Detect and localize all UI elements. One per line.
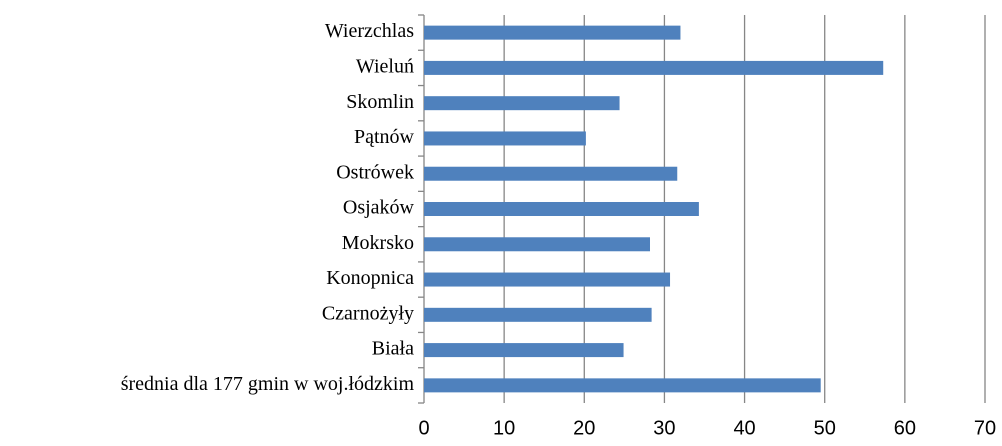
- y-tick-label: Wierzchlas: [325, 20, 414, 42]
- bar: [424, 307, 652, 322]
- bar: [424, 60, 884, 75]
- x-tick-label: 40: [733, 417, 755, 439]
- y-tick-label: Konopnica: [326, 267, 414, 289]
- bar: [424, 237, 651, 252]
- y-tick-label: Biała: [372, 338, 414, 360]
- y-tick-label: średnia dla 177 gmin w woj.łódzkim: [121, 373, 415, 395]
- y-tick-label: Skomlin: [346, 91, 414, 113]
- x-tick-label: 20: [573, 417, 595, 439]
- bar: [424, 25, 681, 40]
- x-tick-label: 30: [653, 417, 675, 439]
- bar: [424, 96, 620, 111]
- bar: [424, 378, 821, 393]
- bar: [424, 343, 624, 358]
- y-tick-label: Mokrsko: [342, 232, 414, 254]
- x-tick-label: 0: [418, 417, 429, 439]
- y-tick-label: Pątnów: [354, 126, 415, 148]
- y-tick-label: Wieluń: [356, 56, 414, 78]
- x-tick-label: 50: [814, 417, 836, 439]
- x-tick-label: 10: [493, 417, 515, 439]
- bar: [424, 202, 699, 216]
- bar: [424, 131, 586, 146]
- y-tick-label: Ostrówek: [336, 161, 414, 183]
- bar: [424, 166, 678, 181]
- x-tick-label: 60: [894, 417, 916, 439]
- bar: [424, 272, 671, 287]
- y-tick-label: Czarnożyły: [322, 302, 414, 324]
- x-tick-label: 70: [974, 417, 996, 439]
- y-tick-label: Osjaków: [343, 197, 415, 219]
